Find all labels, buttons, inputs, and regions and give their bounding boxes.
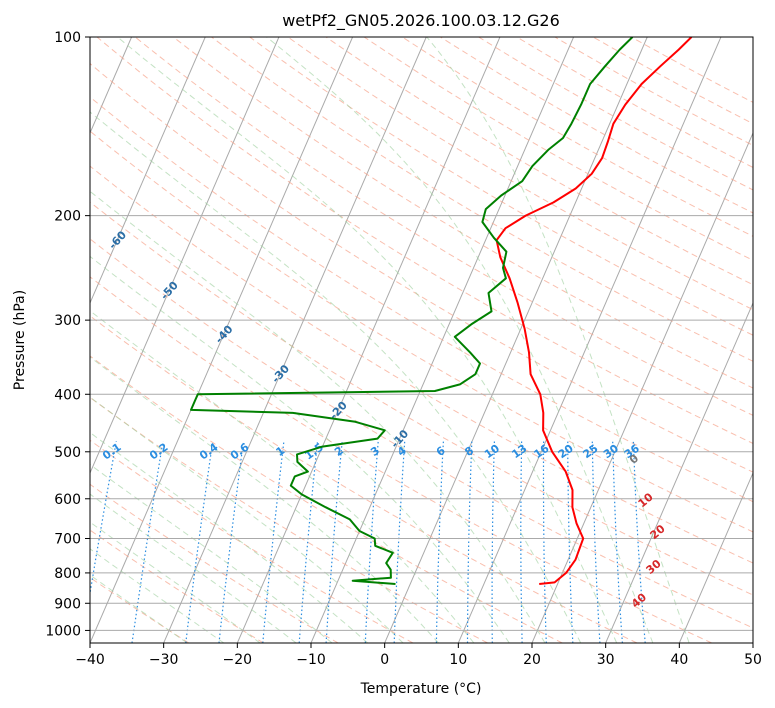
- mixing-ratio-line: [298, 441, 319, 643]
- y-tick-label: 800: [54, 566, 81, 582]
- isotherm-line: [457, 37, 722, 643]
- mixing-ratio-line: [262, 441, 285, 643]
- dry-adiabat-line: [96, 37, 753, 444]
- dry-adiabat-line: [90, 130, 753, 533]
- isotherm-line: [163, 37, 427, 643]
- moist-adiabat-line: [90, 356, 439, 643]
- x-tick-label: 30: [597, 652, 615, 668]
- y-tick-label: 300: [54, 313, 81, 329]
- dry-adiabat-line: [90, 238, 753, 629]
- dry-adiabat-line: [516, 37, 753, 168]
- profiles: [190, 37, 693, 585]
- isotherm-line: [531, 131, 753, 643]
- x-tick-label: −40: [75, 652, 105, 668]
- background-lines: [90, 37, 753, 643]
- moist-adiabat-line: [90, 396, 404, 643]
- mixing-ratio-line: [567, 441, 574, 643]
- x-axis-label: Temperature (°C): [360, 681, 482, 697]
- y-tick-label: 1000: [45, 623, 81, 639]
- mixing-ratio-line: [218, 441, 245, 643]
- mixing-ratio-line: [591, 441, 601, 643]
- x-tick-label: 10: [449, 652, 467, 668]
- mixing-ratio-line: [364, 441, 379, 643]
- x-tick-label: −20: [223, 652, 253, 668]
- x-axis: −40 −30 −20 −10 0 10 20 30 40 50: [75, 643, 762, 668]
- dry-adiabat-line: [90, 165, 753, 564]
- mixing-ratio-line: [325, 441, 343, 643]
- dry-adiabat-line: [90, 201, 753, 596]
- dry-adiabat-line: [90, 96, 753, 503]
- y-axis: 100 200 300 400 500 600 700 800 900 1000: [45, 30, 90, 639]
- dry-adiabat-line: [478, 37, 753, 191]
- moist-adiabat-line: [90, 548, 225, 643]
- x-tick-label: −30: [149, 652, 179, 668]
- dry-adiabat-line: [90, 62, 753, 473]
- dry-adiabat-line: [287, 37, 753, 311]
- moist-adiabat-line: [90, 463, 333, 643]
- mixing-ratio-line: [491, 441, 495, 643]
- dry-adiabat-line: [90, 315, 638, 643]
- y-tick-label: 700: [54, 532, 81, 548]
- moist-adiabat-line: [426, 37, 690, 643]
- isotherm-line: [90, 37, 354, 643]
- isotherm-line: [605, 301, 753, 643]
- mixing-ratio-line: [632, 441, 646, 643]
- y-tick-label: 900: [54, 596, 81, 612]
- moist-adiabat-line: [90, 310, 475, 643]
- dry-adiabat-line: [440, 37, 753, 214]
- y-tick-label: 500: [54, 445, 81, 461]
- mixing-ratio-line: [542, 441, 547, 643]
- dry-adiabat-line: [363, 37, 753, 261]
- x-tick-label: 40: [670, 652, 688, 668]
- dry-adiabat-line: [554, 37, 753, 146]
- mixing-ratio-line: [466, 441, 473, 643]
- chart-title: wetPf2_GN05.2026.100.03.12.G26: [282, 11, 560, 31]
- isotherm-line: [678, 471, 753, 643]
- y-tick-label: 100: [54, 30, 81, 46]
- y-axis-label: Pressure (hPa): [12, 290, 28, 390]
- x-tick-label: 0: [380, 652, 389, 668]
- y-tick-label: 400: [54, 387, 81, 403]
- x-tick-label: 20: [523, 652, 541, 668]
- mixing-ratio-line: [393, 441, 406, 643]
- moist-adiabat-line: [90, 190, 546, 643]
- mixing-ratio-line: [435, 441, 444, 643]
- dry-adiabat-line: [90, 483, 339, 643]
- x-tick-label: −10: [296, 652, 326, 668]
- isotherm-line: [236, 37, 501, 643]
- moist-adiabat-line: [266, 37, 654, 643]
- isotherm-line: [90, 37, 280, 475]
- moist-adiabat-line: [90, 111, 582, 643]
- dewpoint-profile-line: [190, 37, 634, 585]
- plot-frame: [89, 36, 754, 644]
- dry-adiabat-line: [325, 37, 753, 286]
- x-tick-label: 50: [744, 652, 762, 668]
- mixing-ratio-line: [520, 441, 523, 643]
- dry-adiabat-line: [402, 37, 753, 237]
- y-tick-label: 200: [54, 209, 81, 225]
- moist-adiabat-line: [90, 255, 510, 643]
- temperature-profile-line: [495, 37, 693, 585]
- mixing-ratio-line: [612, 441, 623, 643]
- isotherm-line: [384, 37, 648, 643]
- y-tick-label: 600: [54, 492, 81, 508]
- isotherm-line: [90, 37, 206, 305]
